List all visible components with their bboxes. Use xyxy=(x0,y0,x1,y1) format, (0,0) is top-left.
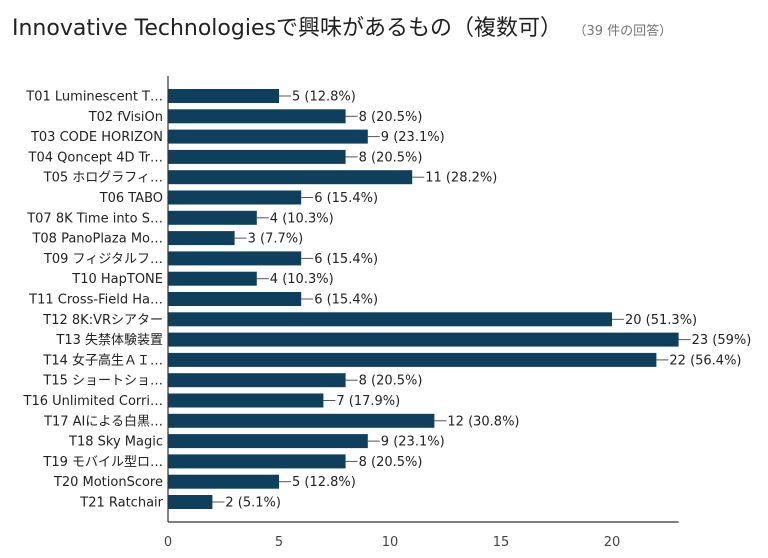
bar[interactable] xyxy=(168,434,368,449)
bar[interactable] xyxy=(168,129,368,144)
value-label: 9 (23.1%) xyxy=(381,435,445,450)
value-label: 9 (23.1%) xyxy=(381,130,445,145)
category-label: T18 Sky Magic xyxy=(68,435,163,450)
value-label: 12 (30.8%) xyxy=(447,414,519,429)
category-label: T01 Luminescent T… xyxy=(25,90,163,105)
value-label: 6 (15.4%) xyxy=(314,191,378,206)
x-tick-label: 5 xyxy=(275,535,283,550)
category-label: T02 fVisiOn xyxy=(88,110,163,125)
value-label: 8 (20.5%) xyxy=(359,374,423,389)
bar[interactable] xyxy=(168,149,346,164)
bar[interactable] xyxy=(168,413,435,428)
bar[interactable] xyxy=(168,210,257,225)
response-count: （39 件の回答） xyxy=(579,24,673,39)
category-label: T13 失禁体験装置 xyxy=(55,333,163,348)
value-label: 20 (51.3%) xyxy=(625,313,697,328)
category-label: T06 TABO xyxy=(99,191,163,206)
value-label: 11 (28.2%) xyxy=(425,171,497,186)
value-label: 4 (10.3%) xyxy=(270,211,334,226)
x-tick-label: 10 xyxy=(382,535,399,550)
value-label: 2 (5.1%) xyxy=(225,496,281,511)
category-label: T16 Unlimited Corri… xyxy=(23,394,163,409)
bar[interactable] xyxy=(168,109,346,124)
category-label: T09 フィジタルフ… xyxy=(43,252,163,267)
category-label: T14 女子高生ＡＩ… xyxy=(42,352,163,368)
bar[interactable] xyxy=(168,454,346,469)
bar[interactable] xyxy=(168,190,302,205)
category-label: T11 Cross-Field Ha… xyxy=(28,293,163,308)
bar[interactable] xyxy=(168,170,413,185)
bar[interactable] xyxy=(168,373,346,388)
chart-title: Innovative Technologiesで興味があるもの（複数可） xyxy=(12,16,562,41)
category-label: T10 HapTONE xyxy=(71,272,163,287)
bar[interactable] xyxy=(168,251,302,266)
value-label: 8 (20.5%) xyxy=(359,150,423,165)
category-label: T17 AIによる白黒… xyxy=(43,413,163,429)
bar[interactable] xyxy=(168,332,679,347)
value-label: 4 (10.3%) xyxy=(270,272,334,287)
x-tick-label: 15 xyxy=(493,535,510,550)
category-label: T15 ショートショ… xyxy=(42,374,163,389)
bar[interactable] xyxy=(168,271,257,286)
bar[interactable] xyxy=(168,89,279,103)
value-label: 5 (12.8%) xyxy=(292,475,356,490)
value-label: 3 (7.7%) xyxy=(248,232,304,247)
x-tick-label: 20 xyxy=(604,535,621,550)
value-label: 22 (56.4%) xyxy=(669,353,741,368)
bar[interactable] xyxy=(168,312,612,327)
value-label: 23 (59%) xyxy=(692,333,752,348)
category-label: T12 8K:VRシアター xyxy=(42,313,163,328)
category-label: T21 Ratchair xyxy=(79,496,163,511)
bar[interactable] xyxy=(168,352,657,367)
category-label: T20 MotionScore xyxy=(53,475,163,490)
value-label: 8 (20.5%) xyxy=(359,455,423,470)
category-label: T03 CODE HORIZON xyxy=(30,130,163,145)
category-label: T08 PanoPlaza Mo… xyxy=(31,232,163,247)
category-label: T07 8K Time into S… xyxy=(26,211,163,226)
value-label: 7 (17.9%) xyxy=(336,394,400,409)
bar[interactable] xyxy=(168,292,302,306)
bar[interactable] xyxy=(168,231,235,246)
value-label: 6 (15.4%) xyxy=(314,293,378,308)
x-tick-label: 0 xyxy=(164,535,172,550)
category-label: T05 ホログラフィ… xyxy=(43,171,163,186)
value-label: 8 (20.5%) xyxy=(359,110,423,125)
bar[interactable] xyxy=(168,393,324,408)
bar[interactable] xyxy=(168,474,279,489)
category-label: T19 モバイル型ロ… xyxy=(42,455,163,470)
category-label: T04 Qoncept 4D Tr… xyxy=(28,150,163,165)
value-label: 6 (15.4%) xyxy=(314,252,378,267)
chart-header: Innovative Technologiesで興味があるもの（複数可） （39 … xyxy=(12,10,672,42)
bar[interactable] xyxy=(168,495,213,509)
value-label: 5 (12.8%) xyxy=(292,90,356,105)
